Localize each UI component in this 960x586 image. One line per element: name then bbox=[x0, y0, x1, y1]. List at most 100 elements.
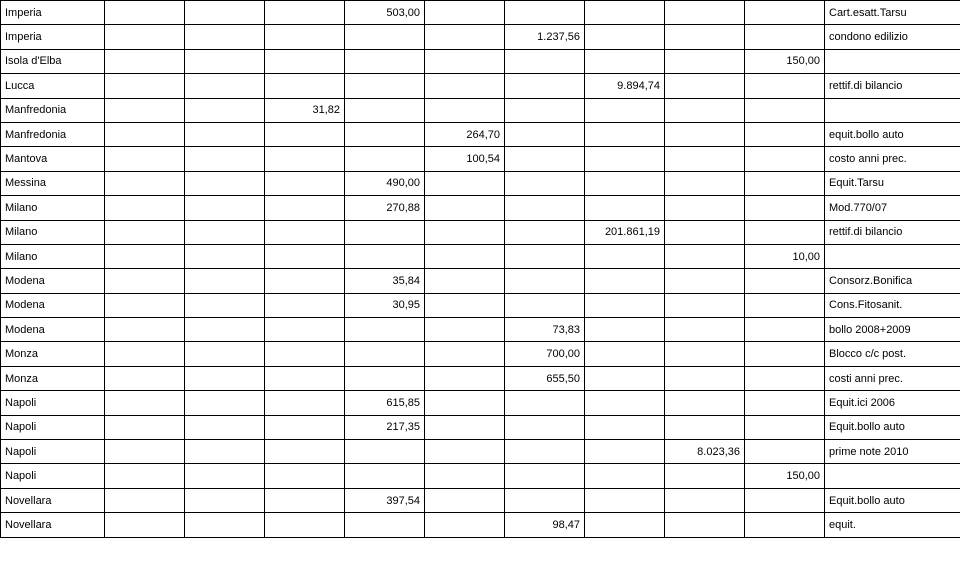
cell-desc: Equit.ici 2006 bbox=[825, 391, 960, 415]
table-row: Manfredonia264,70equit.bollo auto bbox=[1, 122, 960, 146]
cell-h bbox=[585, 147, 665, 171]
cell-j bbox=[745, 196, 825, 220]
cell-c bbox=[185, 74, 265, 98]
cell-g bbox=[505, 171, 585, 195]
cell-i bbox=[665, 25, 745, 49]
cell-f: 100,54 bbox=[425, 147, 505, 171]
cell-j bbox=[745, 122, 825, 146]
table-row: Novellara397,54Equit.bollo auto bbox=[1, 488, 960, 512]
cell-c bbox=[185, 98, 265, 122]
cell-i bbox=[665, 98, 745, 122]
cell-e: 30,95 bbox=[345, 293, 425, 317]
cell-desc: costo anni prec. bbox=[825, 147, 960, 171]
cell-f bbox=[425, 293, 505, 317]
cell-i bbox=[665, 122, 745, 146]
cell-f bbox=[425, 488, 505, 512]
cell-c bbox=[185, 513, 265, 537]
cell-d bbox=[265, 147, 345, 171]
cell-i bbox=[665, 269, 745, 293]
cell-i bbox=[665, 488, 745, 512]
cell-b bbox=[105, 122, 185, 146]
cell-d bbox=[265, 391, 345, 415]
cell-desc bbox=[825, 244, 960, 268]
cell-f bbox=[425, 513, 505, 537]
cell-b bbox=[105, 25, 185, 49]
cell-desc: Cart.esatt.Tarsu bbox=[825, 1, 960, 25]
cell-j bbox=[745, 391, 825, 415]
cell-desc: bollo 2008+2009 bbox=[825, 318, 960, 342]
cell-e bbox=[345, 147, 425, 171]
cell-h bbox=[585, 513, 665, 537]
cell-d bbox=[265, 49, 345, 73]
cell-f bbox=[425, 49, 505, 73]
cell-g bbox=[505, 1, 585, 25]
cell-j bbox=[745, 98, 825, 122]
cell-g bbox=[505, 464, 585, 488]
cell-f bbox=[425, 244, 505, 268]
cell-label: Milano bbox=[1, 196, 105, 220]
cell-h bbox=[585, 293, 665, 317]
cell-j bbox=[745, 318, 825, 342]
cell-f bbox=[425, 269, 505, 293]
cell-b bbox=[105, 74, 185, 98]
cell-g: 1.237,56 bbox=[505, 25, 585, 49]
cell-c bbox=[185, 488, 265, 512]
cell-desc: Mod.770/07 bbox=[825, 196, 960, 220]
cell-j bbox=[745, 440, 825, 464]
table-row: Imperia1.237,56condono edilizio bbox=[1, 25, 960, 49]
table-row: Modena73,83bollo 2008+2009 bbox=[1, 318, 960, 342]
cell-j bbox=[745, 488, 825, 512]
cell-i bbox=[665, 415, 745, 439]
cell-c bbox=[185, 318, 265, 342]
cell-c bbox=[185, 269, 265, 293]
cell-g: 98,47 bbox=[505, 513, 585, 537]
cell-c bbox=[185, 147, 265, 171]
cell-e bbox=[345, 49, 425, 73]
cell-c bbox=[185, 391, 265, 415]
cell-b bbox=[105, 196, 185, 220]
table-row: Imperia503,00Cart.esatt.Tarsu bbox=[1, 1, 960, 25]
cell-label: Imperia bbox=[1, 1, 105, 25]
cell-label: Lucca bbox=[1, 74, 105, 98]
cell-h bbox=[585, 342, 665, 366]
cell-g bbox=[505, 220, 585, 244]
cell-d bbox=[265, 244, 345, 268]
cell-desc: Equit.bollo auto bbox=[825, 488, 960, 512]
cell-desc: equit.bollo auto bbox=[825, 122, 960, 146]
cell-f bbox=[425, 318, 505, 342]
cell-c bbox=[185, 220, 265, 244]
cell-j bbox=[745, 342, 825, 366]
cell-desc bbox=[825, 464, 960, 488]
cell-f bbox=[425, 1, 505, 25]
cell-f: 264,70 bbox=[425, 122, 505, 146]
cell-h bbox=[585, 49, 665, 73]
cell-d bbox=[265, 440, 345, 464]
cell-d bbox=[265, 122, 345, 146]
cell-h bbox=[585, 196, 665, 220]
table-row: Monza655,50costi anni prec. bbox=[1, 366, 960, 390]
cell-g bbox=[505, 74, 585, 98]
cell-e bbox=[345, 122, 425, 146]
cell-label: Manfredonia bbox=[1, 98, 105, 122]
cell-b bbox=[105, 464, 185, 488]
cell-e bbox=[345, 25, 425, 49]
cell-d bbox=[265, 464, 345, 488]
table-row: Modena30,95Cons.Fitosanit. bbox=[1, 293, 960, 317]
cell-desc bbox=[825, 49, 960, 73]
cell-d bbox=[265, 293, 345, 317]
cell-b bbox=[105, 513, 185, 537]
table-row: Milano270,88Mod.770/07 bbox=[1, 196, 960, 220]
cell-b bbox=[105, 440, 185, 464]
table-body: Imperia503,00Cart.esatt.TarsuImperia1.23… bbox=[1, 1, 960, 538]
table-row: Manfredonia31,82 bbox=[1, 98, 960, 122]
cell-j bbox=[745, 220, 825, 244]
table-row: Modena35,84Consorz.Bonifica bbox=[1, 269, 960, 293]
cell-h bbox=[585, 415, 665, 439]
cell-label: Monza bbox=[1, 342, 105, 366]
table-row: Napoli8.023,36prime note 2010 bbox=[1, 440, 960, 464]
cell-b bbox=[105, 366, 185, 390]
cell-j bbox=[745, 366, 825, 390]
cell-i bbox=[665, 147, 745, 171]
cell-j bbox=[745, 513, 825, 537]
cell-j bbox=[745, 171, 825, 195]
